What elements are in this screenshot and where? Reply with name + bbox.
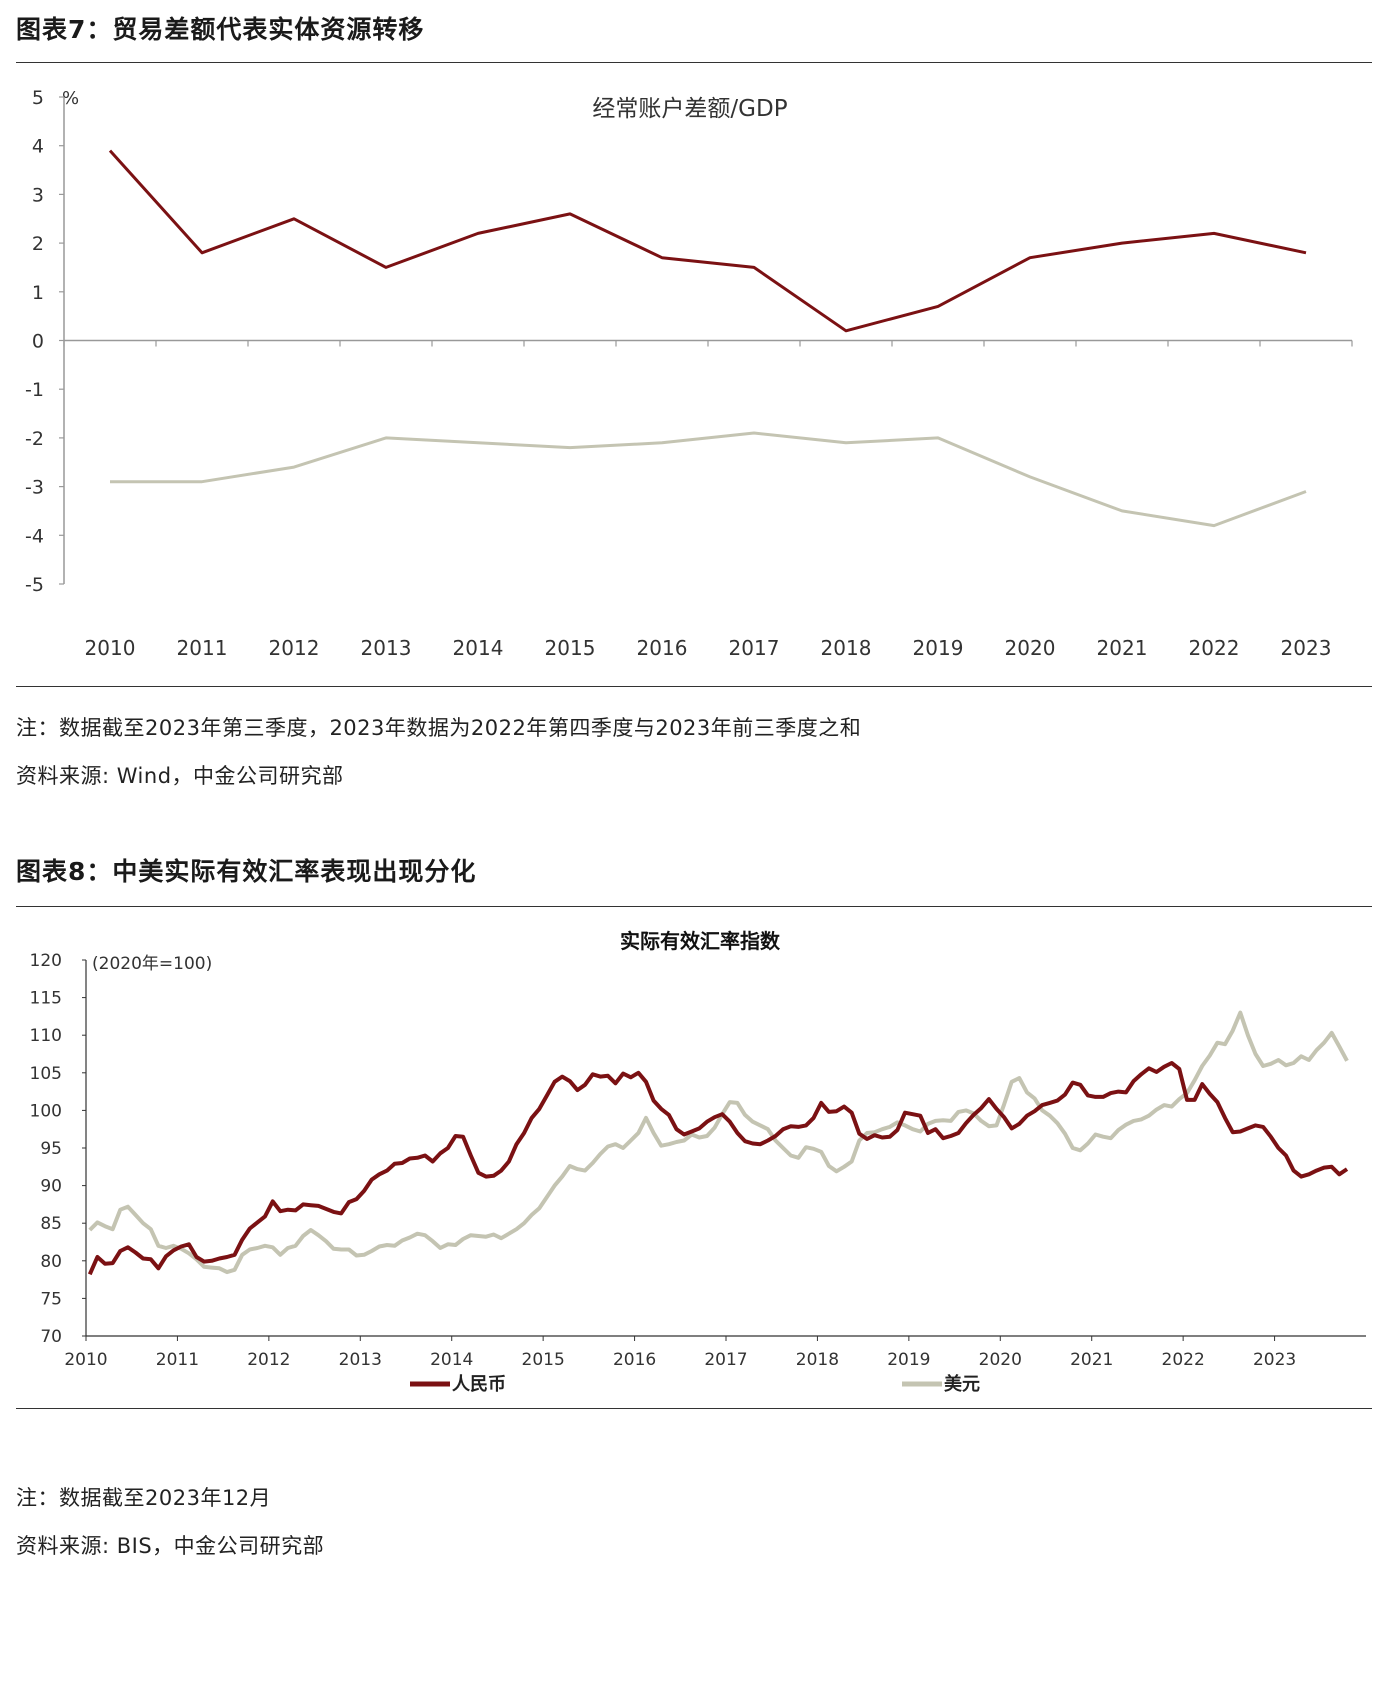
x-tick-label: 2013	[339, 1350, 382, 1370]
figure8-source: 资料来源: BIS，中金公司研究部	[16, 1534, 325, 1558]
y-tick-label: 75	[40, 1289, 62, 1309]
y-axis-unit: %	[62, 88, 79, 109]
figure8-title: 图表8：中美实际有效汇率表现出现分化	[16, 857, 477, 886]
legend-label: 美元	[944, 1373, 980, 1395]
y-tick-label: -4	[25, 525, 44, 547]
legend-label: 中国	[644, 683, 684, 684]
chart-title: 实际有效汇率指数	[620, 929, 781, 953]
x-tick-label: 2019	[887, 1350, 930, 1370]
y-tick-label: 4	[32, 136, 44, 158]
y-tick-label: 120	[30, 951, 62, 971]
figure8-bottom-rule	[16, 1408, 1372, 1409]
y-tick-label: 80	[40, 1252, 62, 1272]
x-tick-label: 2017	[729, 636, 780, 660]
y-axis-unit: (2020年=100)	[92, 954, 212, 974]
y-tick-label: 95	[40, 1139, 62, 1159]
y-tick-label: 70	[40, 1327, 62, 1347]
current-account-chart: 经常账户差额/GDP% 5 4 3 2 1 0 -1 -2 -3 -4 -5 2010 2011 2012 2…	[25, 87, 1353, 684]
x-tick-label: 2014	[453, 636, 504, 660]
y-tick-label: -5	[25, 574, 44, 596]
series-line-china	[108, 149, 1307, 333]
x-tick-label: 2018	[796, 1350, 839, 1370]
y-tick-label: 3	[32, 184, 44, 206]
x-tick-label: 2010	[64, 1350, 107, 1370]
series-line-usd	[88, 1010, 1349, 1275]
figure8-top-rule	[16, 906, 1372, 907]
x-tick-label: 2013	[361, 636, 412, 660]
x-tick-label: 2017	[704, 1350, 747, 1370]
figure8-note: 注：数据截至2023年12月	[16, 1486, 272, 1510]
legend-label: 人民币	[452, 1374, 506, 1395]
y-tick-label: 110	[30, 1026, 62, 1046]
y-tick-label: 90	[40, 1177, 62, 1197]
legend-label: 美国	[736, 683, 776, 684]
x-tick-label: 2021	[1097, 636, 1148, 660]
x-tick-label: 2012	[269, 636, 320, 660]
y-tick-label: -3	[25, 477, 44, 499]
x-tick-label: 2012	[247, 1350, 290, 1370]
x-tick-label: 2020	[979, 1350, 1022, 1370]
y-tick-label: 115	[30, 989, 62, 1009]
y-tick-label: 85	[40, 1214, 62, 1234]
x-tick-label: 2010	[85, 636, 136, 660]
y-tick-label: 2	[32, 233, 44, 255]
x-tick-label: 2014	[430, 1350, 473, 1370]
x-tick-label: 2018	[821, 636, 872, 660]
x-tick-label: 2020	[1005, 636, 1056, 660]
x-tick-label: 2016	[613, 1350, 656, 1370]
x-tick-label: 2011	[177, 636, 228, 660]
y-tick-label: 5	[32, 87, 44, 109]
y-tick-label: 105	[30, 1064, 62, 1084]
x-tick-label: 2016	[637, 636, 688, 660]
x-tick-label: 2019	[913, 636, 964, 660]
y-tick-label: -2	[25, 428, 44, 450]
x-tick-label: 2023	[1281, 636, 1332, 660]
figure7-top-rule	[16, 62, 1372, 63]
figure7-source: 资料来源: Wind，中金公司研究部	[16, 764, 344, 788]
figure7-bottom-rule	[16, 686, 1372, 687]
x-tick-label: 2015	[522, 1350, 565, 1370]
series-line-rmb	[87, 1061, 1349, 1276]
x-tick-label: 2011	[156, 1350, 199, 1370]
x-tick-label: 2022	[1162, 1350, 1205, 1370]
chart-title: 经常账户差额/GDP	[592, 96, 787, 122]
x-tick-label: 2023	[1253, 1350, 1296, 1370]
y-tick-label: 100	[30, 1101, 62, 1121]
y-tick-label: 0	[32, 331, 44, 353]
x-tick-label: 2021	[1070, 1350, 1113, 1370]
x-tick-label: 2022	[1189, 636, 1240, 660]
x-tick-label: 2015	[545, 636, 596, 660]
reer-chart: 实际有效汇率指数 (2020年=100) 120 115 110 105 100 95 90 85…	[30, 929, 1366, 1395]
figure7-note: 注：数据截至2023年第三季度，2023年数据为2022年第四季度与2023年前…	[16, 716, 862, 740]
y-tick-label: -1	[25, 379, 44, 401]
y-tick-label: 1	[32, 282, 44, 304]
figure7-title: 图表7：贸易差额代表实体资源转移	[16, 15, 425, 44]
series-line-us	[110, 431, 1307, 528]
